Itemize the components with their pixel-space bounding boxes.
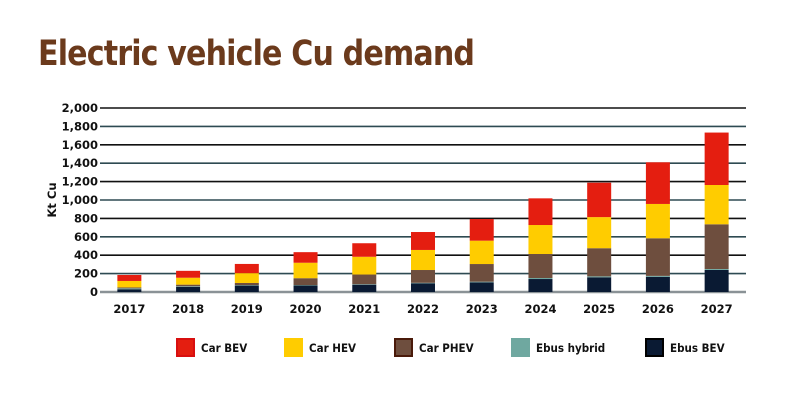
- bar-segment-car-phev: [352, 274, 377, 285]
- x-tick-label: 2022: [407, 302, 439, 316]
- bar-segment-ebus-hybrid: [117, 288, 142, 290]
- bar-segment-ebus-hybrid: [352, 284, 377, 285]
- bar-segment-car-hev: [293, 262, 318, 279]
- bar-segment-car-hev: [117, 280, 142, 288]
- bar-segment-car-hev: [234, 273, 259, 283]
- x-tick-label: 2020: [290, 302, 322, 316]
- bar-segment-ebus-hybrid: [645, 275, 670, 277]
- legend-label: Ebus BEV: [670, 340, 725, 355]
- y-tick-label: 400: [74, 248, 98, 262]
- x-tick-label: 2026: [642, 302, 674, 316]
- x-tick-label: 2025: [583, 302, 615, 316]
- x-tick-label: 2017: [113, 302, 145, 316]
- legend-label: Ebus hybrid: [536, 340, 606, 355]
- bar-segment-ebus-hybrid: [411, 282, 435, 284]
- bar-segment-ebus-hybrid: [528, 278, 553, 280]
- bar-segment-car-bev: [352, 243, 377, 257]
- bar-segment-car-hev: [587, 217, 612, 249]
- y-axis-label: Kt Cu: [45, 182, 59, 217]
- bar-segment-ebus-bev: [469, 282, 494, 292]
- bar-segment-car-bev: [587, 182, 612, 218]
- bar-segment-car-hev: [528, 225, 553, 255]
- bar-segment-car-phev: [411, 270, 435, 283]
- bars: [117, 132, 729, 292]
- legend-item-car-phev: Car PHEV: [393, 338, 480, 357]
- x-tick-label: 2027: [701, 302, 733, 316]
- y-tick-label: 800: [74, 211, 98, 225]
- bar-segment-ebus-bev: [528, 279, 553, 292]
- bar-segment-car-bev: [176, 270, 201, 278]
- legend-item-ebus-hybrid: Ebus hybrid: [511, 338, 613, 357]
- y-tick-label: 2,000: [62, 101, 98, 115]
- bar-segment-ebus-hybrid: [176, 286, 201, 287]
- legend-swatch-car-phev: [393, 338, 413, 357]
- bar-segment-car-bev: [469, 219, 494, 241]
- bar-segment-car-phev: [645, 238, 670, 276]
- x-tick-label: 2023: [466, 302, 498, 316]
- bar-segment-car-phev: [469, 264, 494, 282]
- bar-segment-ebus-bev: [587, 277, 612, 292]
- bar-segment-ebus-bev: [117, 289, 142, 292]
- bar-segment-car-phev: [587, 248, 612, 277]
- y-tick-label: 0: [90, 285, 98, 299]
- y-tick-label: 1,600: [62, 138, 98, 152]
- x-axis-ticks: 2017 2018 2019 2020 2021 2022 2023 2024 2025 2026…: [113, 302, 732, 316]
- bar-segment-car-bev: [293, 252, 318, 263]
- x-tick-label: 2019: [231, 302, 263, 316]
- bar-segment-ebus-bev: [645, 276, 670, 292]
- y-tick-label: 1,000: [62, 193, 98, 207]
- bar-segment-ebus-hybrid: [704, 269, 729, 270]
- bar-segment-car-phev: [704, 224, 729, 269]
- bar-segment-ebus-bev: [704, 269, 729, 292]
- bar-segment-car-phev: [234, 282, 259, 286]
- bar-segment-car-bev: [234, 263, 259, 274]
- bar-segment-car-bev: [411, 232, 435, 250]
- y-tick-label: 1,200: [62, 175, 98, 189]
- legend-item-car-hev: Car HEV: [284, 338, 361, 357]
- bar-segment-car-phev: [176, 284, 201, 287]
- legend-label: Car PHEV: [418, 340, 474, 355]
- bar-segment-car-bev: [117, 274, 142, 281]
- chart-title: Electric vehicle Cu demand: [38, 34, 475, 74]
- y-tick-label: 200: [74, 267, 98, 281]
- bar-segment-ebus-hybrid: [234, 285, 259, 286]
- y-axis-ticks: 0 200 400 600 800 1,000 1,200 1,400 1,600 1,800 2,…: [62, 101, 98, 299]
- bar-segment-car-hev: [411, 249, 435, 271]
- bar-segment-car-hev: [469, 240, 494, 265]
- bar-segment-ebus-hybrid: [587, 276, 612, 278]
- bar-segment-ebus-bev: [411, 283, 435, 292]
- bar-segment-car-bev: [645, 162, 670, 204]
- bar-segment-ebus-hybrid: [469, 281, 494, 283]
- legend-item-car-bev: Car BEV: [176, 338, 252, 357]
- bar-segment-car-hev: [352, 256, 377, 275]
- bar-segment-car-phev: [528, 254, 553, 279]
- legend-label: Car BEV: [201, 340, 248, 355]
- bar-segment-ebus-bev: [176, 286, 201, 292]
- bar-segment-car-phev: [293, 278, 318, 286]
- bar-segment-car-bev: [704, 132, 729, 186]
- legend-swatch-ebus-hybrid: [511, 338, 531, 357]
- legend-item-ebus-bev: Ebus BEV: [645, 338, 731, 357]
- y-tick-label: 1,400: [62, 156, 98, 170]
- legend: Car BEV Car HEV Car PHEV Ebus hybrid Ebu…: [176, 338, 763, 357]
- legend-swatch-ebus-bev: [645, 338, 665, 357]
- y-tick-label: 1,800: [62, 119, 98, 133]
- bar-segment-car-hev: [704, 185, 729, 225]
- x-tick-label: 2024: [524, 302, 556, 316]
- bar-segment-ebus-hybrid: [293, 285, 318, 286]
- y-tick-label: 600: [74, 230, 98, 244]
- bar-segment-car-hev: [645, 203, 670, 239]
- x-tick-label: 2018: [172, 302, 204, 316]
- bar-segment-car-bev: [528, 198, 553, 226]
- legend-label: Car HEV: [309, 340, 357, 355]
- bar-segment-ebus-bev: [352, 284, 377, 292]
- legend-swatch-car-hev: [284, 338, 304, 357]
- bar-segment-ebus-bev: [293, 285, 318, 292]
- bar-segment-car-phev: [117, 287, 142, 289]
- x-tick-label: 2021: [348, 302, 380, 316]
- bar-segment-ebus-bev: [234, 285, 259, 292]
- bar-segment-car-hev: [176, 277, 201, 285]
- legend-swatch-car-bev: [176, 338, 195, 357]
